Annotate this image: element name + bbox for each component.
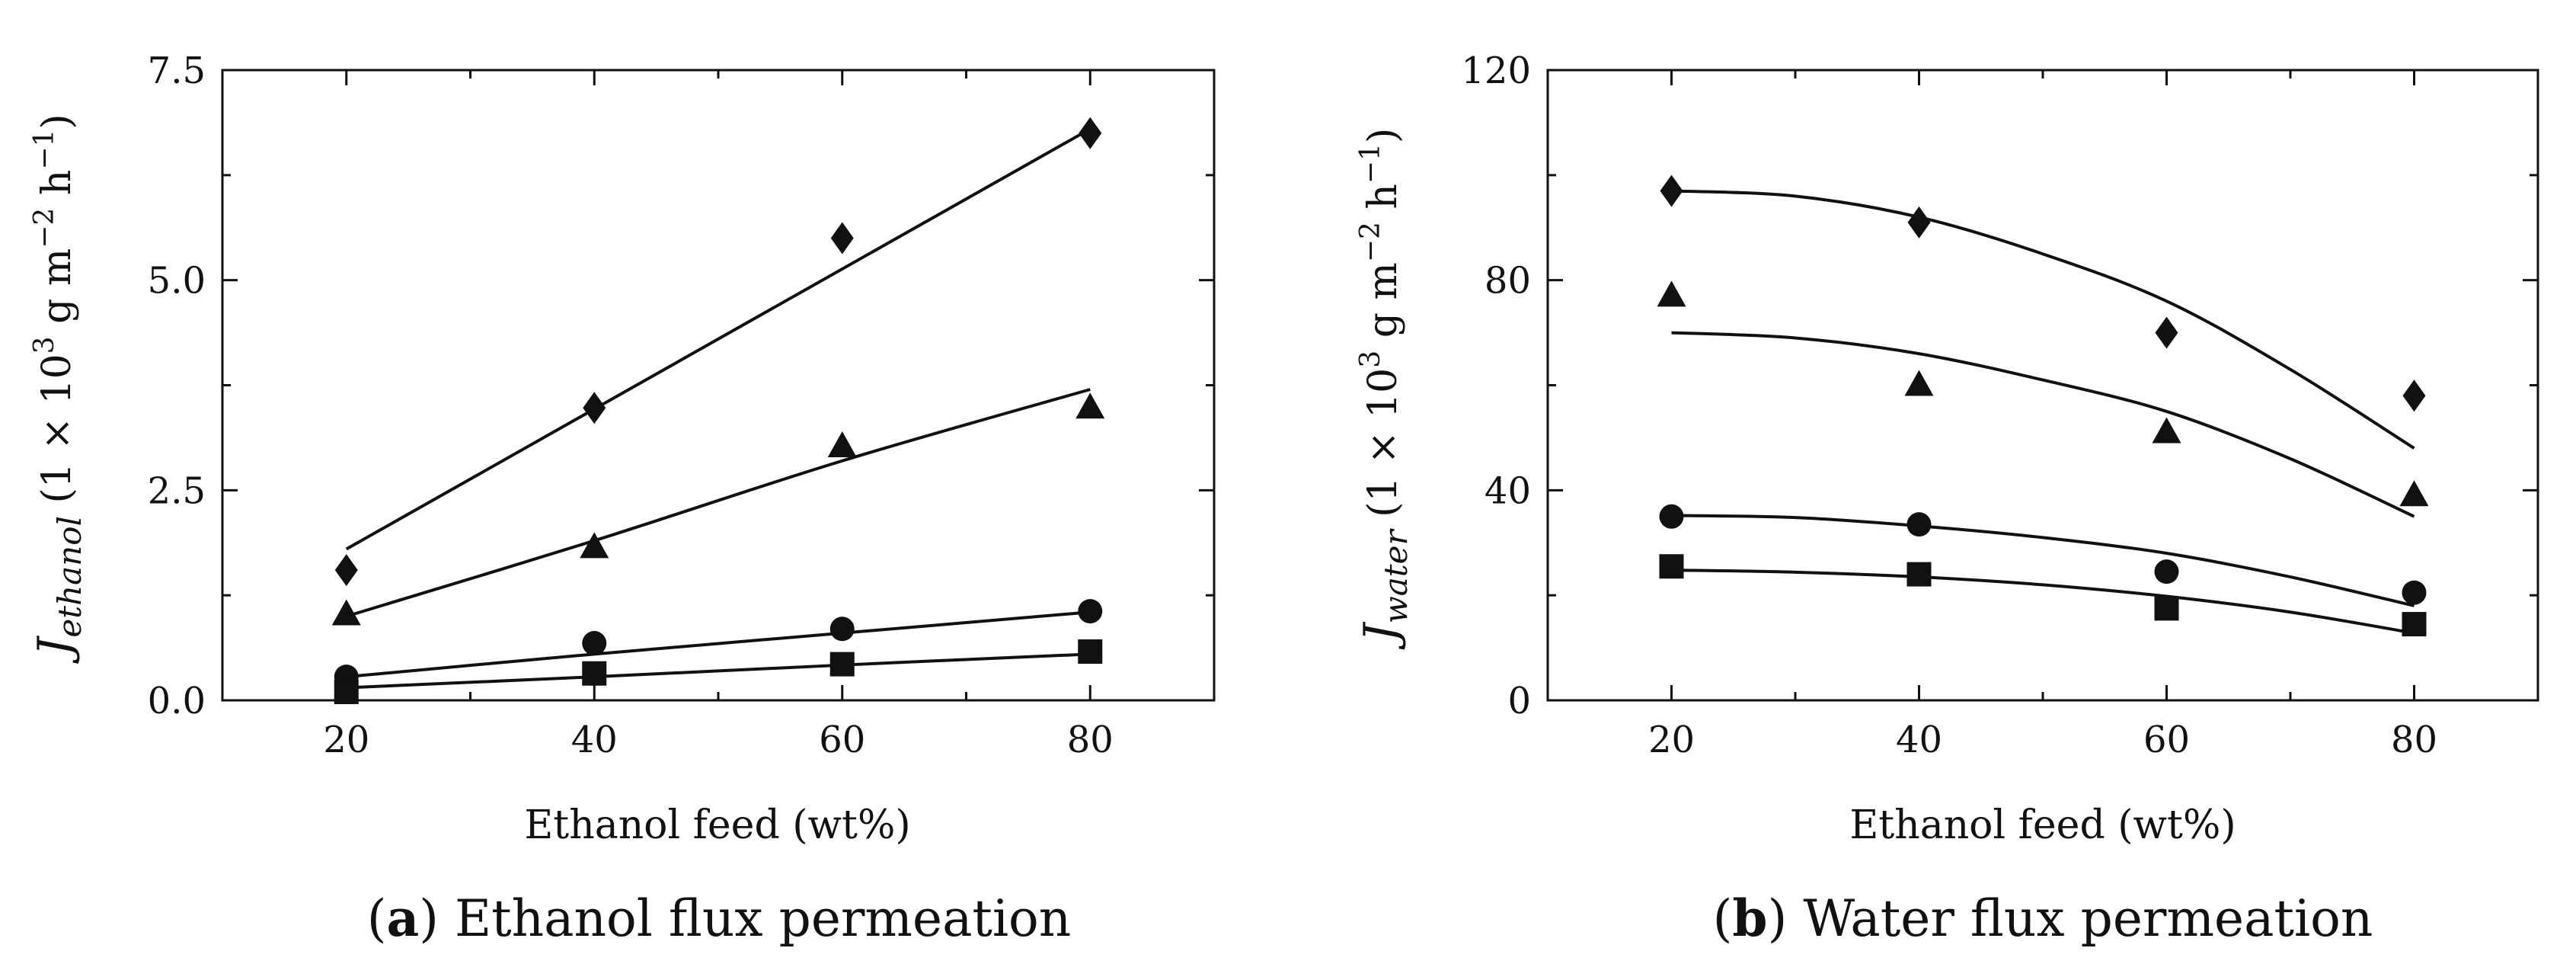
x-axis-title: Ethanol feed (wt%) bbox=[524, 802, 910, 848]
y-tick-label: 2.5 bbox=[148, 469, 206, 512]
x-tick-label: 60 bbox=[2143, 719, 2190, 761]
caption-text: Water flux permeation bbox=[1803, 889, 2373, 948]
caption-paren-open: ( bbox=[1713, 889, 1733, 948]
caption-letter: a bbox=[386, 889, 419, 948]
x-tick-label: 60 bbox=[819, 719, 865, 761]
square-marker bbox=[2402, 612, 2427, 637]
y-axis-title-part: g m bbox=[34, 248, 80, 337]
diamond-marker bbox=[830, 222, 854, 255]
y-axis-title-part: J bbox=[28, 636, 81, 665]
y-axis-title-part: −2 bbox=[1355, 222, 1386, 262]
panel-ethanol-flux: 20 40 60 80 0.0 2.5 5.0 7.5 Ethanol feed (wt%) Je… bbox=[28, 50, 1216, 948]
y-axis-title-part: J bbox=[1354, 621, 1408, 650]
y-tick-label: 0 bbox=[1507, 680, 1531, 722]
circle-marker bbox=[1906, 512, 1932, 537]
panel-caption: (a) Ethanol flux permeation bbox=[367, 889, 1072, 948]
circle-marker bbox=[582, 631, 607, 656]
x-axis-title: Ethanol feed (wt%) bbox=[1849, 802, 2236, 848]
plot-frame bbox=[221, 69, 1216, 702]
fit-line-square bbox=[346, 652, 1091, 690]
x-tick-label: 40 bbox=[1896, 719, 1942, 761]
panel-water-flux: 20 40 60 80 0 40 80 120 Ethanol feed (wt%) Jwater… bbox=[1354, 50, 2539, 948]
x-tick-label: 40 bbox=[571, 719, 618, 761]
triangle-marker bbox=[2399, 480, 2429, 507]
fit-line-diamond bbox=[1671, 189, 2415, 450]
panel-caption: (b) Water flux permeation bbox=[1713, 889, 2373, 948]
y-axis-title-part: (1 × 10 bbox=[1360, 368, 1406, 530]
x-tick-label: 80 bbox=[2391, 719, 2437, 761]
y-tick-label: 7.5 bbox=[148, 50, 206, 92]
caption-letter: b bbox=[1732, 889, 1767, 948]
y-axis-title: Jethanol (1 × 103 g m−2 h−1) bbox=[28, 114, 88, 664]
fit-line-triangle bbox=[346, 388, 1091, 618]
square-marker bbox=[1078, 639, 1103, 665]
square-marker bbox=[2154, 596, 2179, 621]
y-tick-label: 40 bbox=[1485, 469, 1531, 512]
y-axis-title: Jwater (1 × 103 g m−2 h−1) bbox=[1354, 128, 1414, 651]
y-axis-title-part: ) bbox=[1360, 128, 1406, 143]
circle-marker bbox=[2154, 559, 2179, 584]
diamond-marker bbox=[1079, 117, 1102, 149]
caption-paren-close: ) bbox=[1768, 889, 1804, 948]
y-axis-title-part: −2 bbox=[29, 208, 60, 248]
fit-line-diamond bbox=[345, 127, 1091, 551]
diamond-marker bbox=[1660, 175, 1683, 207]
y-axis-title-part: (1 × 10 bbox=[34, 354, 80, 516]
y-axis-title-part: g m bbox=[1360, 262, 1406, 351]
square-marker bbox=[582, 661, 607, 686]
y-axis-title-part: ethanol bbox=[51, 516, 88, 638]
y-axis-title-part: −1 bbox=[1355, 143, 1386, 184]
caption-text: Ethanol flux permeation bbox=[455, 889, 1071, 948]
circle-marker bbox=[1078, 599, 1103, 624]
triangle-marker bbox=[827, 431, 857, 457]
circle-marker bbox=[1659, 504, 1684, 529]
diamond-marker bbox=[2402, 380, 2426, 412]
triangle-marker bbox=[2152, 417, 2181, 444]
y-axis-title-part: ) bbox=[34, 114, 80, 129]
triangle-marker bbox=[580, 532, 609, 559]
y-tick-label: 120 bbox=[1461, 50, 1531, 92]
y-axis-title-part: h bbox=[1360, 184, 1406, 222]
fit-line-circle bbox=[346, 610, 1091, 679]
y-axis-title-part: 3 bbox=[1355, 351, 1386, 368]
y-axis-title-part: water bbox=[1377, 528, 1414, 624]
triangle-marker bbox=[1657, 280, 1686, 307]
y-axis-title-part: h bbox=[34, 170, 80, 208]
caption-paren-open: ( bbox=[367, 889, 387, 948]
fit-line-triangle bbox=[1671, 331, 2415, 518]
triangle-marker bbox=[331, 599, 361, 626]
y-tick-label: 5.0 bbox=[148, 260, 206, 303]
x-tick-label: 80 bbox=[1067, 719, 1114, 761]
square-marker bbox=[334, 679, 359, 704]
diamond-marker bbox=[1907, 206, 1931, 239]
diamond-marker bbox=[334, 554, 358, 587]
y-tick-label: 80 bbox=[1485, 260, 1531, 303]
diamond-marker bbox=[583, 392, 606, 424]
fit-line-square bbox=[1671, 568, 2415, 635]
square-marker bbox=[829, 652, 855, 677]
square-marker bbox=[1906, 562, 1932, 587]
caption-paren-close: ) bbox=[419, 889, 455, 948]
square-marker bbox=[1659, 554, 1684, 579]
circle-marker bbox=[2402, 580, 2427, 605]
plot-frame bbox=[1546, 69, 2539, 702]
x-tick-label: 20 bbox=[1648, 719, 1695, 761]
y-axis-title-part: 3 bbox=[29, 336, 60, 354]
y-axis-title-part: −1 bbox=[29, 130, 60, 170]
triangle-marker bbox=[1075, 392, 1105, 419]
diamond-marker bbox=[2155, 316, 2178, 349]
y-tick-label: 0.0 bbox=[148, 680, 206, 722]
triangle-marker bbox=[1904, 370, 1934, 396]
circle-marker bbox=[829, 617, 855, 642]
x-tick-label: 20 bbox=[323, 719, 369, 761]
fit-line-circle bbox=[1671, 514, 2415, 607]
